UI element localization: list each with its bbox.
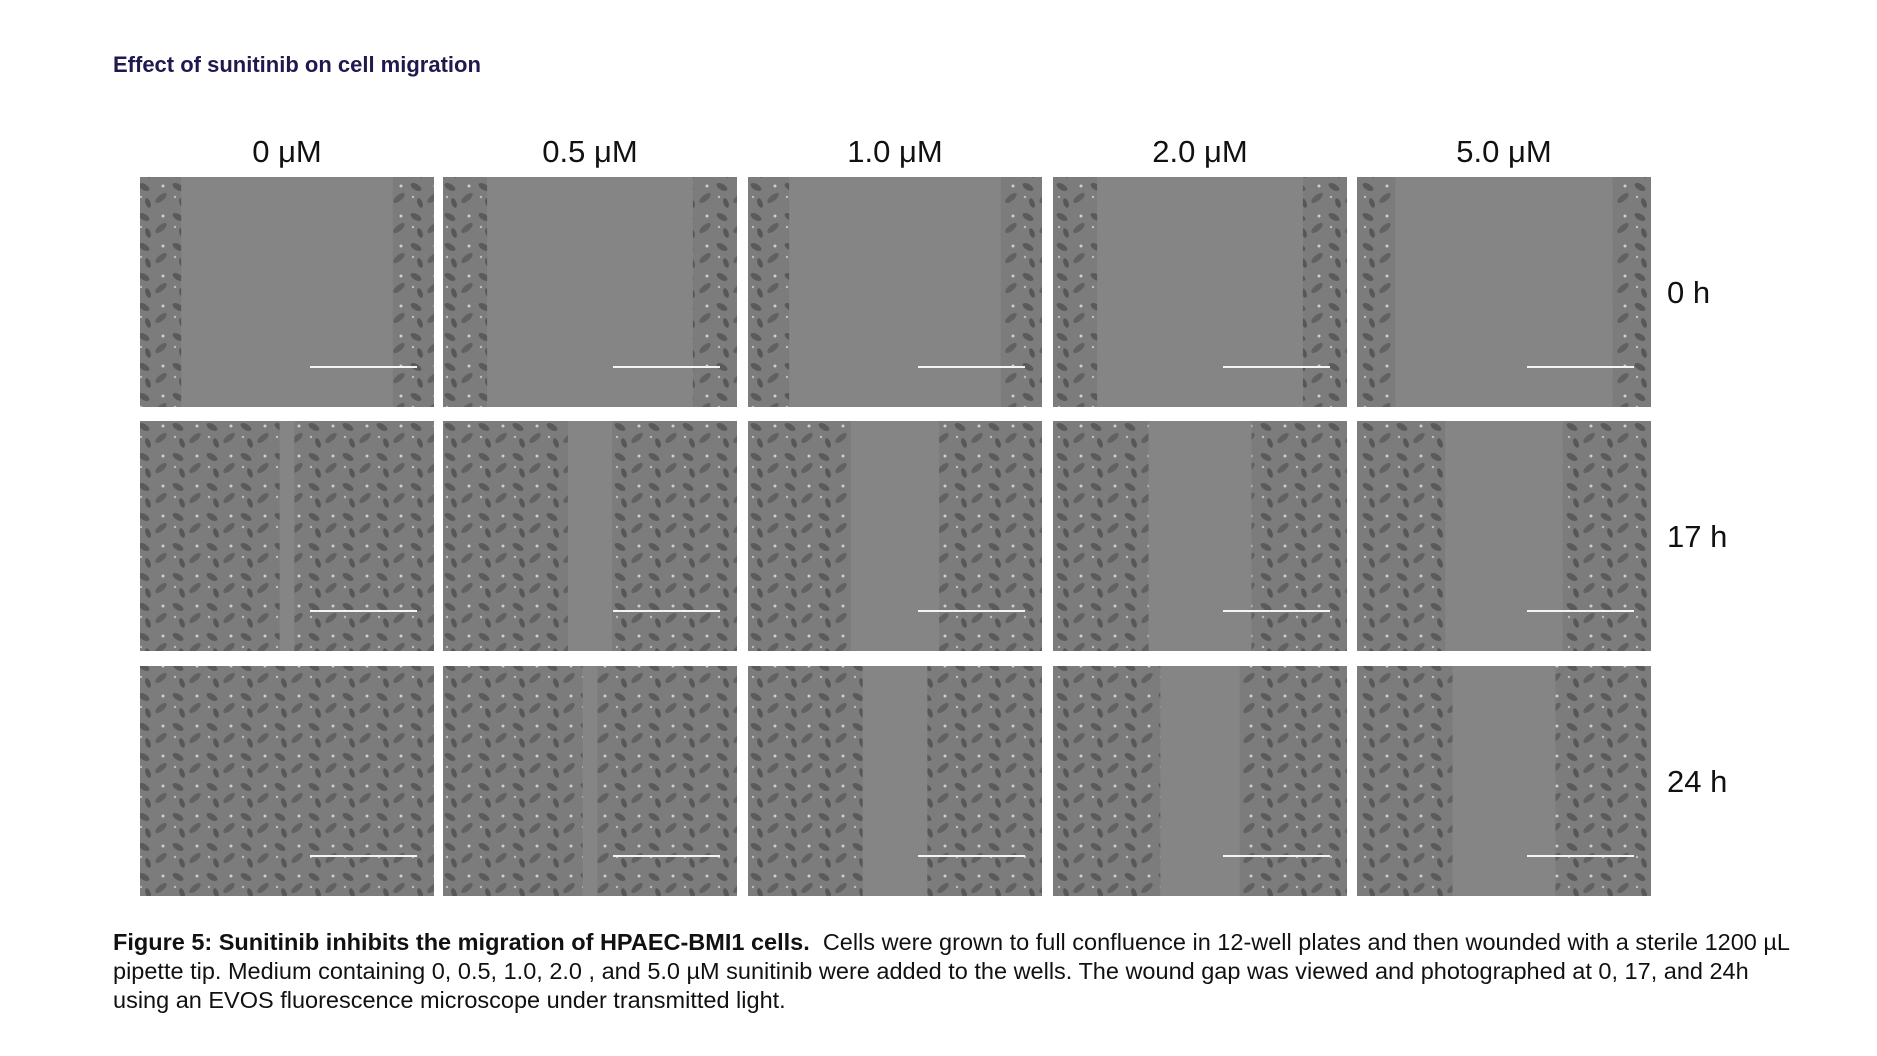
caption: Figure 5: Sunitinib inhibits the migrati… <box>113 928 1803 1015</box>
wound-gap <box>862 666 928 896</box>
row-label: 17 h <box>1667 519 1727 554</box>
column-label: 0.5 μM <box>542 134 637 169</box>
wound-gap <box>181 177 393 407</box>
wound-gap <box>279 421 295 651</box>
wound-gap <box>567 421 613 651</box>
wound-gap <box>1148 421 1252 651</box>
column-label: 2.0 μM <box>1152 134 1247 169</box>
wound-gap <box>1452 666 1556 896</box>
page-title: Effect of sunitinib on cell migration <box>113 52 481 77</box>
caption-text: Cells were grown to full confluence in 1… <box>113 929 1790 1013</box>
wound-gap <box>1097 177 1303 407</box>
figure: 0 μM 0.5 μM 1.0 μM 2.0 μM 5.0 μM 0 h 17 h 24 h <box>140 134 1727 896</box>
wound-gap <box>1160 666 1240 896</box>
caption-heading: Figure 5: Sunitinib inhibits the migrati… <box>113 929 810 955</box>
wound-gap <box>850 421 940 651</box>
row-label: 24 h <box>1667 764 1727 799</box>
wound-gap <box>789 177 1001 407</box>
micrograph <box>140 666 434 896</box>
column-label: 0 μM <box>252 134 322 169</box>
column-label: 1.0 μM <box>847 134 942 169</box>
wound-gap <box>487 177 693 407</box>
row-label: 0 h <box>1667 275 1710 310</box>
column-label: 5.0 μM <box>1456 134 1551 169</box>
wound-gap <box>582 666 598 896</box>
wound-gap <box>1445 421 1563 651</box>
wound-gap <box>1395 177 1613 407</box>
